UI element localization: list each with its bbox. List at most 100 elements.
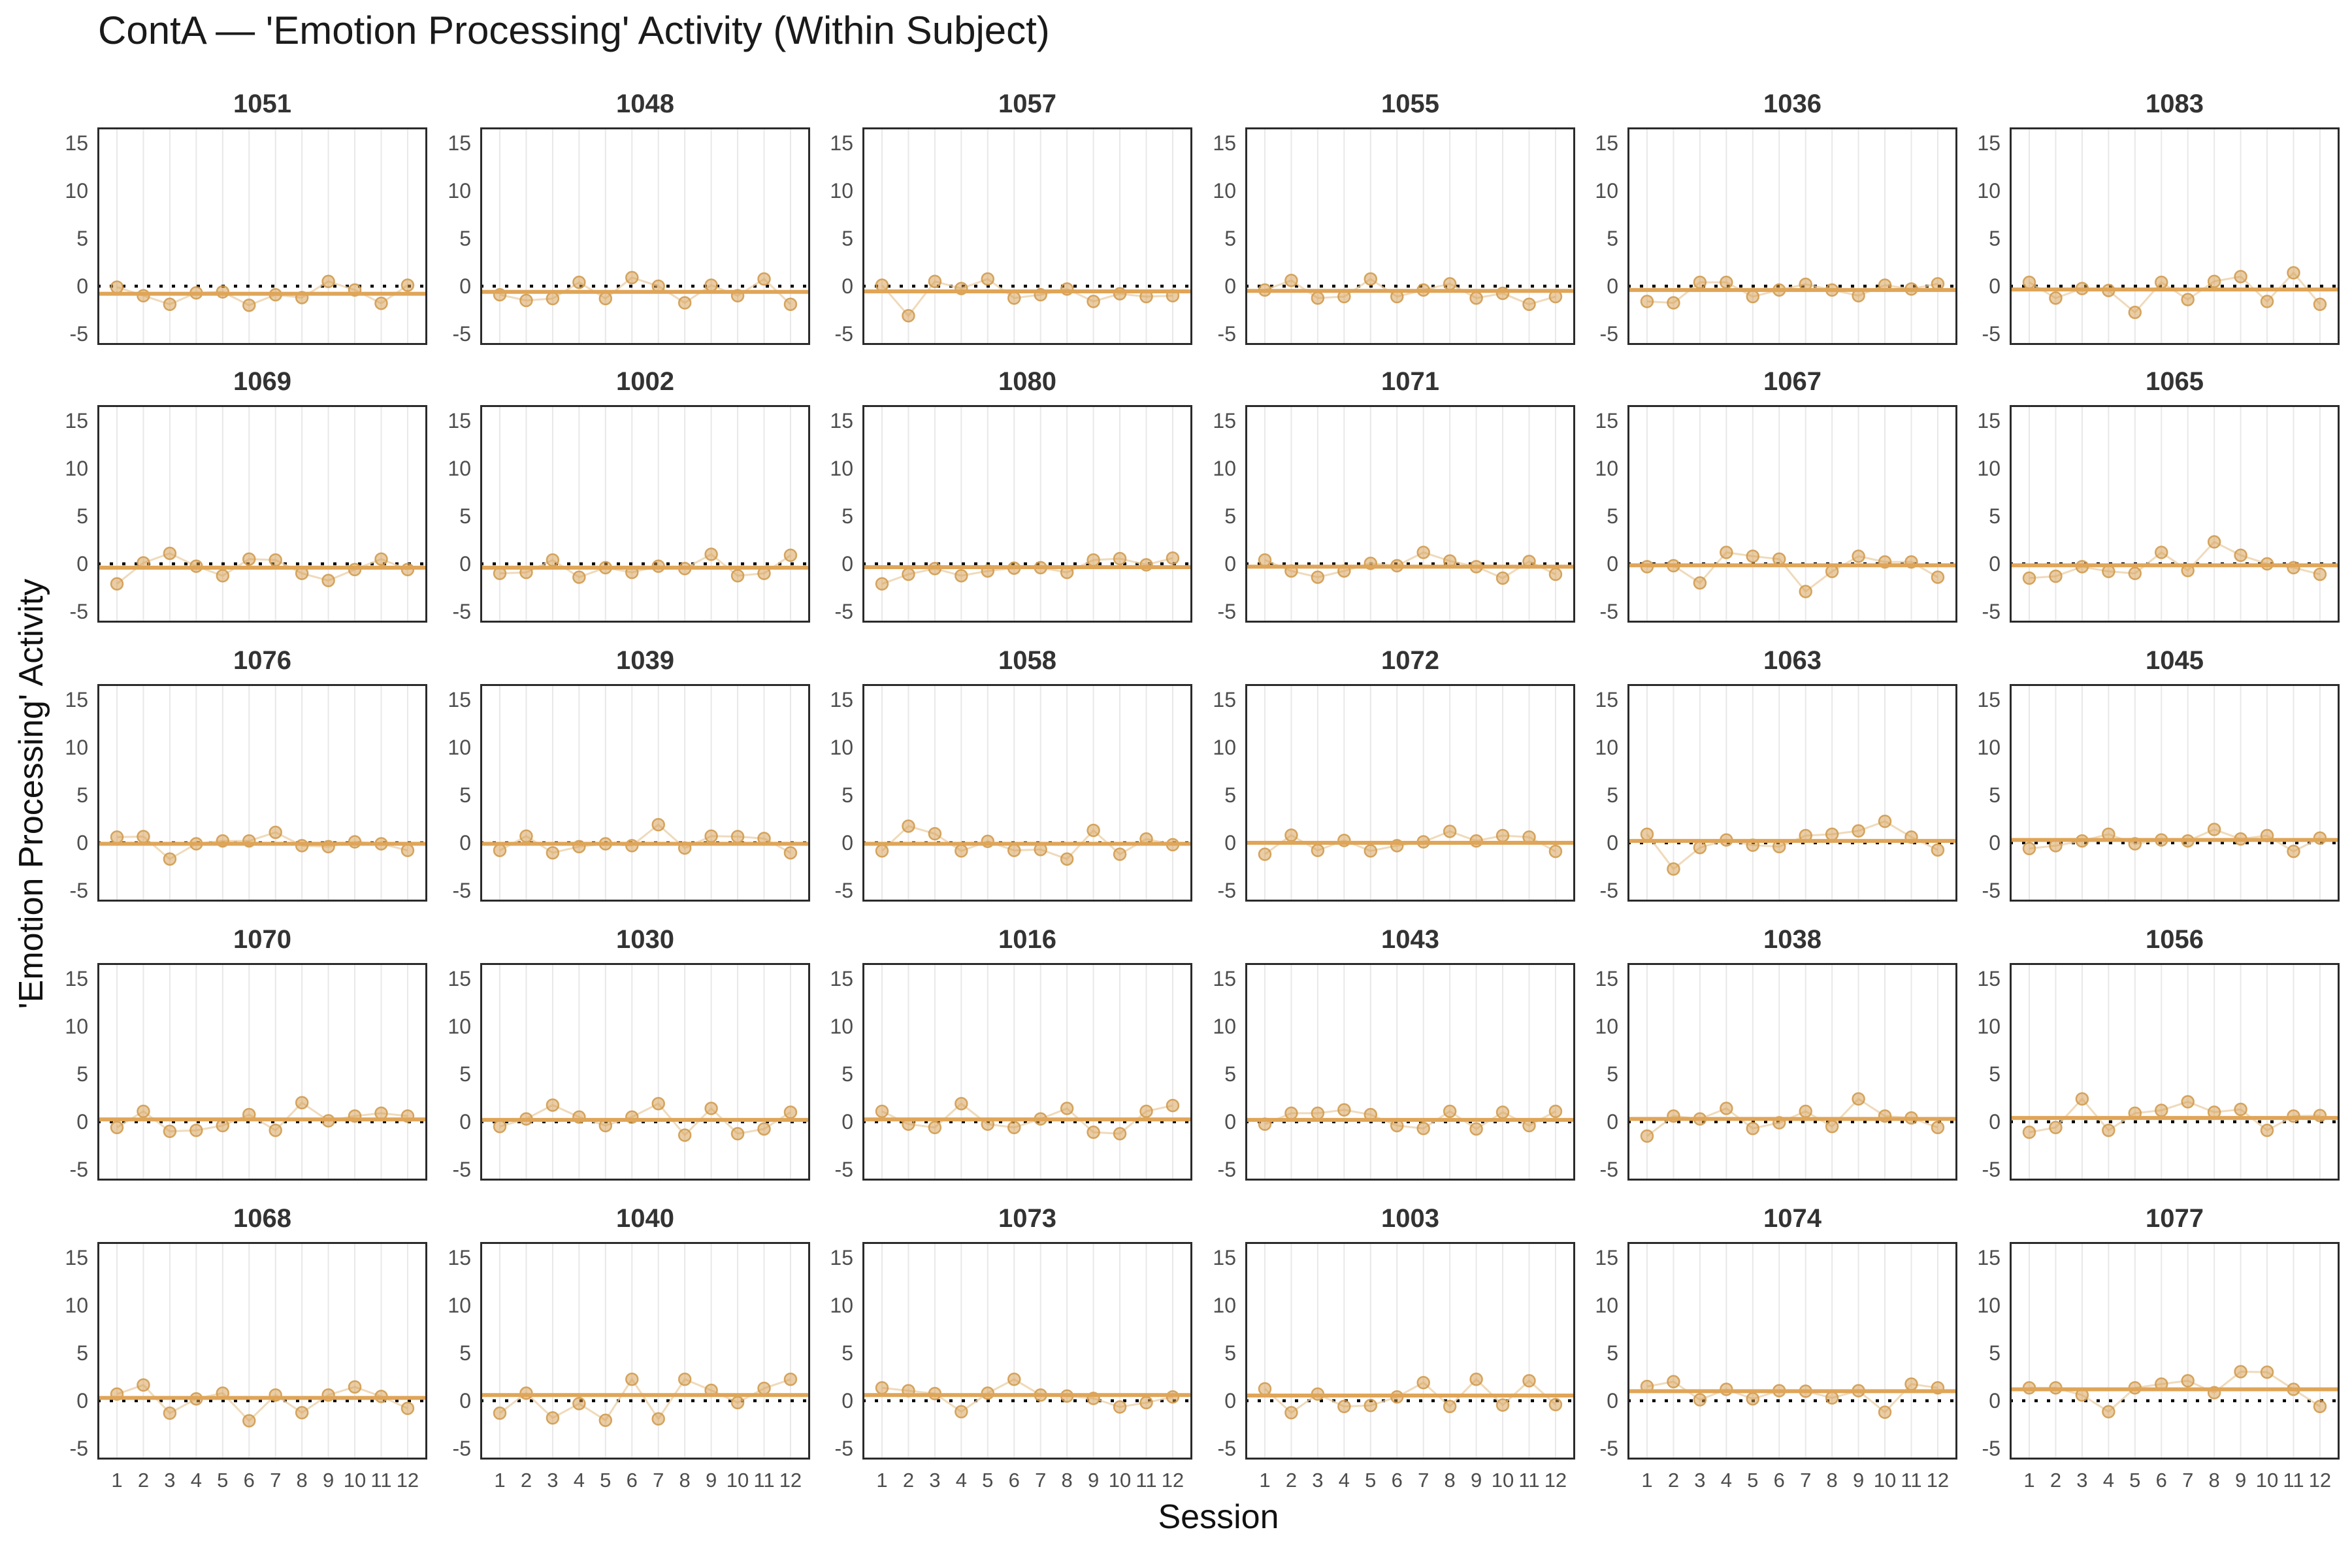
y-tick-label: 10: [65, 179, 88, 203]
data-point: [1931, 570, 1945, 584]
panel-background: [1245, 963, 1575, 1181]
data-point: [242, 298, 256, 312]
data-point: [2128, 566, 2142, 580]
y-tick-label: 5: [1989, 1062, 2001, 1086]
panel-background: [862, 684, 1192, 902]
y-tick-label: 15: [65, 967, 88, 990]
data-point: [1311, 1106, 1325, 1120]
data-point: [955, 844, 968, 858]
y-tick-label: -5: [1217, 600, 1236, 623]
facet-title-1058: 1058: [998, 646, 1056, 675]
y-tick-label: 0: [841, 1110, 853, 1134]
data-point: [2102, 1405, 2115, 1419]
facet-title-1002: 1002: [616, 367, 674, 396]
y-tick-label: 15: [830, 967, 853, 990]
y-tick-label: 0: [1607, 1110, 1618, 1134]
data-point: [493, 1120, 507, 1134]
data-point: [2155, 275, 2168, 289]
facet-title-1038: 1038: [1763, 925, 1821, 954]
y-tick-label: -5: [834, 879, 853, 902]
y-tick-label: 0: [1607, 274, 1618, 298]
data-point: [1007, 291, 1021, 305]
facet-title-1016: 1016: [998, 925, 1056, 954]
data-point: [519, 293, 533, 308]
data-point: [2128, 305, 2142, 319]
y-tick-label: 15: [448, 1246, 471, 1269]
x-tick-label: 1: [1641, 1469, 1653, 1492]
x-tick-label: 3: [2076, 1469, 2088, 1492]
data-point: [1284, 1406, 1298, 1420]
x-tick-label: 6: [1008, 1469, 1020, 1492]
data-point: [1799, 1104, 1812, 1119]
data-point: [348, 1380, 362, 1394]
data-point: [2181, 1374, 2195, 1388]
facet-panel-1077: [2010, 1242, 2340, 1460]
x-tick-label: 2: [137, 1469, 150, 1492]
y-axis-label: 'Emotion Processing' Activity: [12, 578, 50, 1009]
data-point: [875, 1381, 889, 1395]
x-tick-label: 6: [1391, 1469, 1403, 1492]
y-tick-label: 15: [448, 409, 471, 433]
x-tick-label: 8: [679, 1469, 691, 1492]
data-point: [2155, 1103, 2168, 1117]
data-point: [400, 278, 415, 292]
y-tick-label: 15: [1977, 967, 2001, 990]
data-point: [163, 1124, 177, 1138]
y-tick-label: -5: [834, 1158, 853, 1181]
data-point: [1746, 1392, 1760, 1406]
panel-border: [2010, 405, 2340, 623]
y-tick-label: 5: [1607, 783, 1618, 807]
y-tick-label: 5: [459, 504, 471, 528]
data-point: [2207, 535, 2221, 549]
data-point: [928, 1120, 942, 1135]
panel-background: [1245, 405, 1575, 623]
y-tick-label: 15: [448, 967, 471, 990]
panel-border: [1245, 405, 1575, 623]
panel-background: [97, 1242, 427, 1460]
y-tick-label: 10: [448, 736, 471, 759]
panel-border: [1627, 963, 1957, 1181]
panel-background: [862, 127, 1192, 345]
y-tick-label: -5: [1982, 322, 2001, 346]
data-point: [1878, 1405, 1892, 1419]
y-tick-label: 0: [1607, 1389, 1618, 1413]
data-point: [137, 1378, 150, 1392]
y-tick-label: 10: [1213, 179, 1236, 203]
data-point: [2207, 274, 2221, 288]
data-point: [651, 818, 665, 832]
facet-panel-1057: [862, 127, 1192, 345]
data-point: [1060, 852, 1074, 866]
data-point: [902, 567, 915, 581]
data-point: [1746, 1121, 1760, 1135]
y-tick-label: 0: [459, 1389, 471, 1413]
panel-background: [2010, 963, 2340, 1181]
data-point: [1667, 862, 1680, 876]
panel-background: [2010, 684, 2340, 902]
y-tick-label: -5: [1982, 879, 2001, 902]
y-tick-label: 5: [1989, 783, 2001, 807]
x-tick-label: 4: [1338, 1469, 1350, 1492]
x-tick-label: 7: [653, 1469, 664, 1492]
data-point: [1548, 1104, 1563, 1119]
y-tick-label: 0: [1224, 831, 1236, 855]
data-point: [110, 577, 124, 591]
data-point: [1086, 1125, 1100, 1139]
facet-panel-1055: [1245, 127, 1575, 345]
facet-panel-1083: [2010, 127, 2340, 345]
y-tick-label: -5: [834, 1437, 853, 1460]
y-tick-label: 5: [841, 1062, 853, 1086]
data-point: [1931, 1120, 1945, 1135]
y-tick-label: -5: [452, 600, 471, 623]
data-point: [1720, 275, 1733, 289]
data-point: [2260, 295, 2274, 308]
x-tick-label: 9: [705, 1469, 717, 1492]
data-point: [902, 309, 915, 323]
x-tick-label: 12: [779, 1469, 802, 1492]
panel-border: [1245, 127, 1575, 345]
data-point: [1139, 1396, 1153, 1410]
y-tick-label: 0: [459, 1110, 471, 1134]
y-tick-label: 0: [841, 831, 853, 855]
panel-background: [862, 963, 1192, 1181]
y-tick-label: 15: [1213, 1246, 1236, 1269]
y-tick-label: 15: [1977, 409, 2001, 433]
